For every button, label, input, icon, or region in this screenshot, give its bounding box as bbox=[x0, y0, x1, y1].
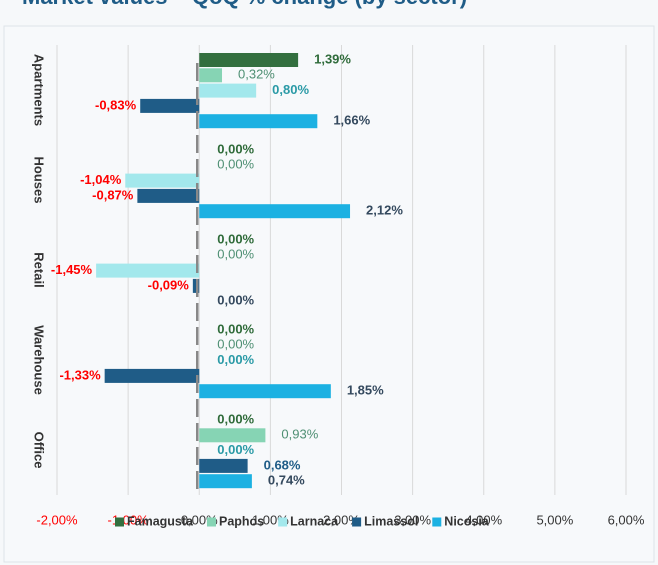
category-label: Office bbox=[32, 432, 47, 469]
data-label: 0,74% bbox=[268, 473, 305, 488]
legend-label: Larnaca bbox=[290, 514, 339, 528]
bar bbox=[104, 368, 200, 383]
legend-label: Famagusta bbox=[127, 514, 194, 528]
bar bbox=[199, 428, 266, 443]
data-label: -0,09% bbox=[148, 277, 190, 292]
chart-frame bbox=[3, 25, 655, 563]
data-label: 0,68% bbox=[264, 457, 301, 472]
bar bbox=[96, 263, 200, 278]
data-label: 0,32% bbox=[238, 67, 275, 82]
category-label: Houses bbox=[32, 157, 47, 204]
data-label: 0,00% bbox=[217, 247, 254, 262]
data-label: -0,87% bbox=[92, 187, 134, 202]
bar bbox=[199, 458, 248, 473]
category-label: Warehouse bbox=[32, 325, 47, 395]
bar bbox=[199, 53, 299, 67]
bar bbox=[199, 83, 257, 98]
data-label: 0,93% bbox=[281, 427, 318, 442]
bar bbox=[199, 68, 223, 83]
bar bbox=[140, 98, 200, 113]
data-label: 0,00% bbox=[217, 411, 254, 426]
bar bbox=[199, 474, 252, 489]
bar bbox=[199, 114, 318, 129]
bar bbox=[137, 188, 200, 203]
x-tick-label: 2,00% bbox=[323, 512, 360, 527]
legend-swatch bbox=[432, 517, 442, 527]
x-tick-label: 3,00% bbox=[394, 512, 431, 527]
legend-swatch bbox=[207, 517, 216, 527]
data-label: 0,00% bbox=[217, 352, 254, 367]
x-tick-label: 6,00% bbox=[608, 512, 645, 527]
legend-swatch bbox=[352, 517, 362, 527]
category-label: Apartments bbox=[32, 54, 47, 126]
legend-label: Nicosia bbox=[444, 514, 490, 528]
data-label: 0,80% bbox=[272, 82, 309, 97]
bar bbox=[199, 204, 351, 219]
data-label: 2,12% bbox=[366, 203, 403, 218]
data-label: 1,66% bbox=[333, 113, 370, 128]
x-tick-label: 5,00% bbox=[536, 512, 573, 527]
data-label: 0,00% bbox=[217, 231, 254, 246]
data-label: -1,04% bbox=[80, 172, 122, 187]
chart-title: Market values – QoQ % change (by sector) bbox=[22, 0, 467, 9]
data-label: 0,00% bbox=[217, 141, 254, 156]
bar bbox=[125, 173, 200, 188]
x-tick-label: 4,00% bbox=[465, 512, 502, 527]
legend-swatch bbox=[278, 517, 288, 527]
x-tick-label: -2,00% bbox=[36, 512, 78, 527]
data-label: 1,39% bbox=[314, 51, 351, 66]
data-label: 1,85% bbox=[347, 383, 384, 398]
data-label: 0,00% bbox=[217, 442, 254, 457]
data-label: -1,33% bbox=[59, 367, 101, 382]
data-label: 0,00% bbox=[217, 157, 254, 172]
data-label: 0,00% bbox=[217, 337, 254, 352]
legend-label: Paphos bbox=[219, 514, 264, 528]
legend-swatch bbox=[115, 517, 124, 527]
data-label: 0,00% bbox=[217, 293, 254, 308]
legend-label: Limassol bbox=[364, 514, 418, 528]
data-label: 0,00% bbox=[217, 321, 254, 336]
bar bbox=[199, 384, 331, 399]
data-label: -0,83% bbox=[95, 97, 137, 112]
data-label: -1,45% bbox=[51, 262, 93, 277]
category-label: Retail bbox=[32, 252, 47, 287]
